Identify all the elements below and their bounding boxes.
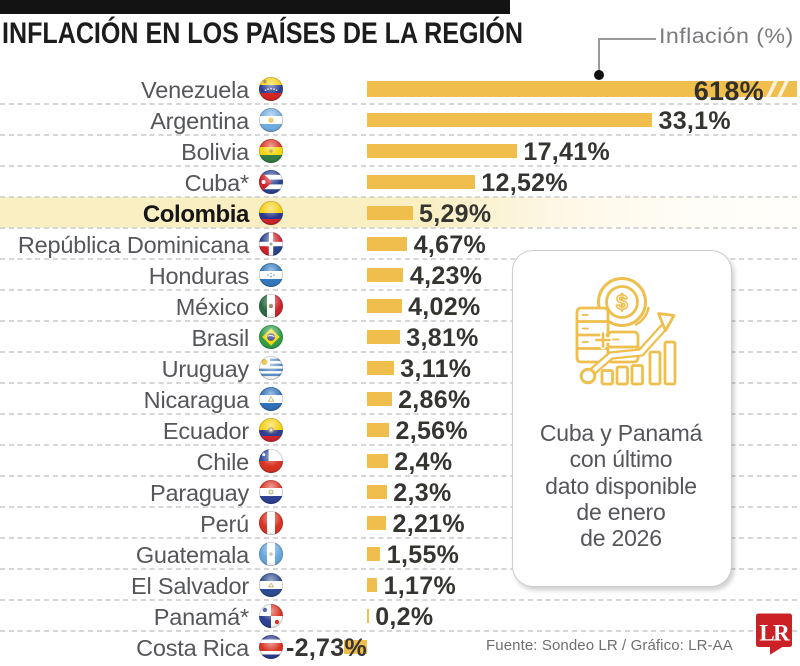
svg-text:LR: LR <box>759 620 790 645</box>
svg-text:$: $ <box>616 292 628 315</box>
